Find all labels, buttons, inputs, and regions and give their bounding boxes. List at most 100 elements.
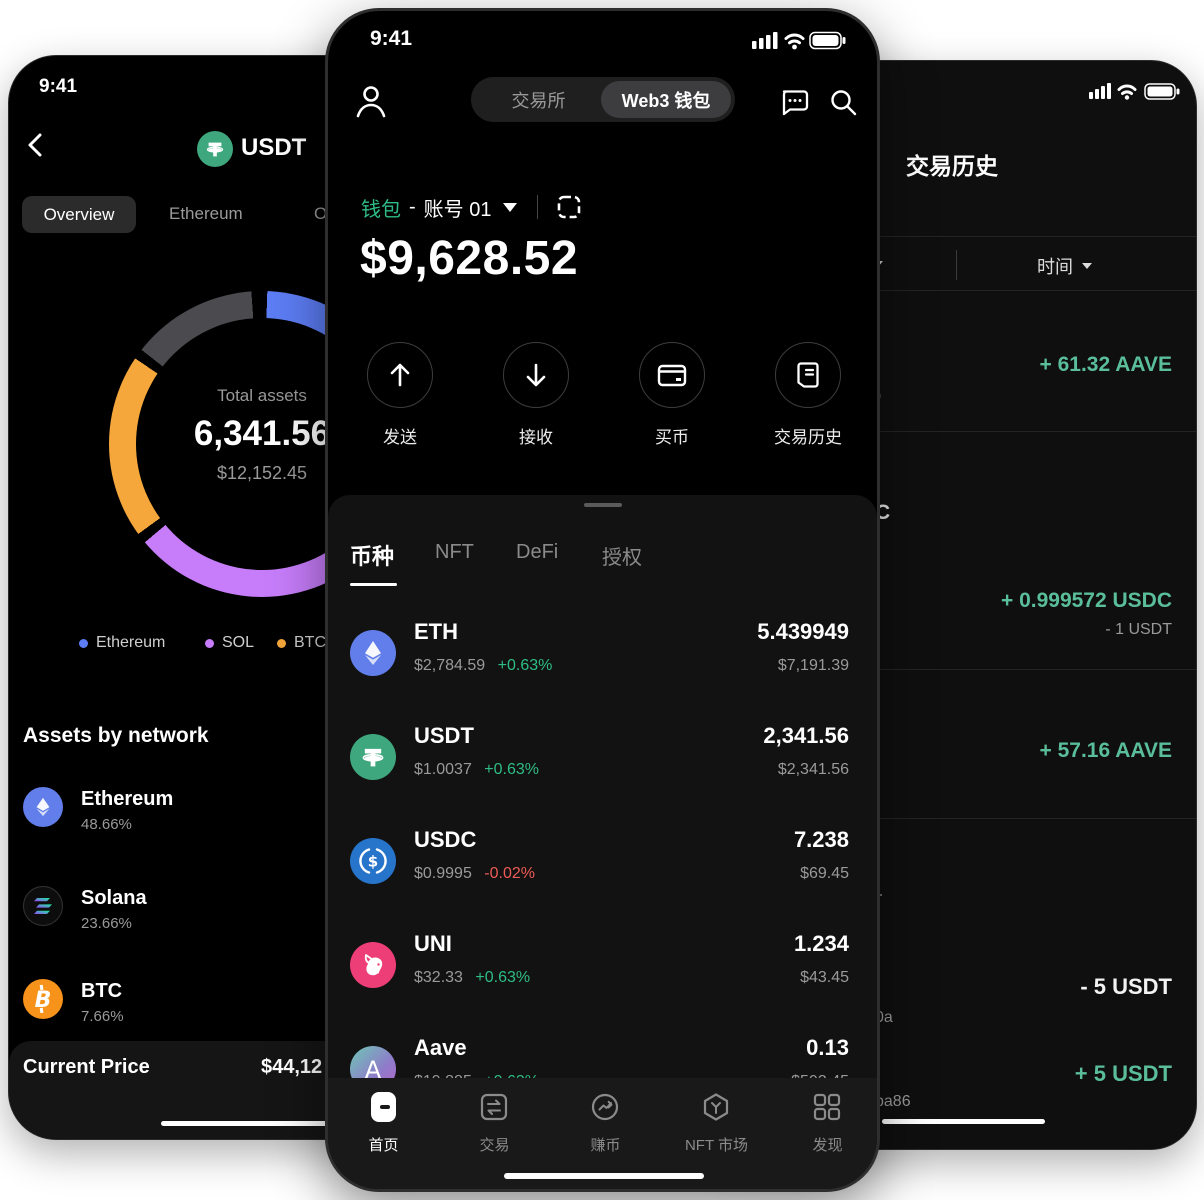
- assets-sheet: 币种 NFT DeFi 授权 ETH $2,784.59 +0.63% 5.43…: [328, 495, 877, 1189]
- signal-wifi-battery-icons: [1089, 83, 1180, 100]
- tx-amount[interactable]: - 5 USDT: [1080, 974, 1172, 999]
- token-symbol: USDC: [414, 827, 477, 852]
- token-price: $0.9995: [414, 865, 472, 882]
- tx-history-button[interactable]: [775, 342, 841, 408]
- nav-earn[interactable]: 赚币: [550, 1078, 661, 1189]
- active-tab-underline: [350, 583, 397, 586]
- receive-button[interactable]: [503, 342, 569, 408]
- tab-cut[interactable]: O: [314, 204, 328, 223]
- buy-crypto-button[interactable]: [639, 342, 705, 408]
- home-icon: [371, 1092, 396, 1122]
- nav-home[interactable]: 首页: [328, 1078, 439, 1189]
- legend-sol: SOL: [205, 634, 254, 652]
- token-amount: 0.13: [806, 1035, 849, 1060]
- right-status-icons: [1089, 81, 1181, 101]
- center-status-icons: [752, 29, 846, 51]
- wallet-row-divider: [537, 195, 539, 219]
- token-symbol: USDT: [414, 723, 474, 748]
- send-button[interactable]: [367, 342, 433, 408]
- action-label-send: 发送: [383, 428, 417, 447]
- token-price-change: $2,784.59 +0.63%: [414, 657, 552, 675]
- token-usd: $69.45: [800, 865, 849, 882]
- assets-by-network-title: Assets by network: [23, 724, 209, 747]
- account-label: 账号 01: [423, 198, 492, 221]
- legend-ethereum: Ethereum: [79, 634, 165, 652]
- tx-amount[interactable]: + 61.32 AAVE: [1039, 353, 1173, 376]
- network-name: Solana: [81, 887, 147, 909]
- legend-label: Ethereum: [96, 634, 166, 651]
- profile-icon[interactable]: [354, 83, 388, 119]
- tab-defi[interactable]: DeFi: [516, 541, 559, 563]
- sheet-drag-handle[interactable]: [584, 503, 622, 507]
- chat-icon[interactable]: [780, 87, 810, 117]
- row-divider: [701, 818, 1196, 819]
- action-label-receive: 接收: [519, 428, 553, 447]
- current-price-value: $44,12: [261, 1056, 323, 1078]
- tab-overview[interactable]: Overview: [22, 196, 136, 233]
- back-icon[interactable]: [25, 132, 49, 158]
- bottom-nav: 首页 交易 赚币 NFT 市场 发现: [328, 1078, 877, 1189]
- tx-amount[interactable]: + 5 USDT: [1074, 1061, 1172, 1086]
- home-indicator: [882, 1119, 1045, 1124]
- left-page-title: USDT: [241, 134, 307, 161]
- filter-divider: [956, 250, 957, 280]
- chevron-down-icon: [1082, 263, 1092, 269]
- donut-label: Total assets: [217, 386, 307, 405]
- nav-discover[interactable]: 发现: [772, 1078, 877, 1189]
- nav-label: 交易: [479, 1137, 510, 1154]
- ethereum-network-icon: [23, 787, 63, 827]
- network-name: BTC: [81, 980, 123, 1002]
- segment-web3-wallet[interactable]: Web3 钱包: [601, 81, 731, 118]
- token-price-change: $1.0037 +0.63%: [414, 761, 539, 779]
- wallet-label: 钱包: [361, 198, 401, 221]
- center-status-time: 9:41: [370, 27, 413, 50]
- tab-approvals[interactable]: 授权: [602, 547, 642, 569]
- token-symbol: UNI: [414, 931, 452, 956]
- btc-network-icon: B: [23, 979, 63, 1019]
- nav-nft-market[interactable]: NFT 市场: [661, 1078, 772, 1189]
- token-symbol: Aave: [414, 1035, 467, 1060]
- tab-ethereum[interactable]: Ethereum: [169, 204, 243, 223]
- donut-usd: $12,152.45: [216, 463, 308, 483]
- tx-address-fragment: ba86: [875, 1093, 911, 1110]
- legend-dot-ethereum: [79, 638, 88, 648]
- wallet-account-selector[interactable]: 钱包 - 账号 01: [361, 193, 582, 221]
- home-indicator: [161, 1121, 331, 1126]
- action-label-history: 交易历史: [774, 428, 842, 447]
- search-icon[interactable]: [828, 87, 858, 117]
- uni-icon: [350, 942, 396, 988]
- home-indicator: [504, 1173, 704, 1179]
- tx-history-title: 交易历史: [906, 153, 998, 179]
- scan-icon[interactable]: [556, 193, 582, 221]
- nav-trade[interactable]: 交易: [439, 1078, 550, 1189]
- token-price: $32.33: [414, 969, 463, 986]
- tab-nft[interactable]: NFT: [435, 541, 474, 563]
- token-amount: 5.439949: [757, 619, 849, 644]
- time-filter-label: 时间: [1037, 257, 1073, 277]
- time-filter[interactable]: 时间: [1037, 253, 1092, 279]
- usdt-icon: [350, 734, 396, 780]
- token-price-change: $0.9995 -0.02%: [414, 865, 535, 883]
- network-percent: 7.66%: [81, 1008, 124, 1025]
- token-change: +0.63%: [475, 969, 531, 986]
- token-price-change: $32.33 +0.63%: [414, 969, 530, 987]
- token-usd: $7,191.39: [777, 657, 849, 674]
- token-amount: 1.234: [793, 931, 849, 956]
- tab-coins[interactable]: 币种: [350, 544, 395, 569]
- solana-network-icon: [23, 886, 63, 926]
- token-price: $1.0037: [414, 761, 472, 778]
- trade-icon: [479, 1092, 509, 1122]
- segment-exchange[interactable]: 交易所: [511, 90, 566, 111]
- donut-amount: 6,341.56: [193, 414, 331, 453]
- svg-text:B: B: [35, 988, 52, 1013]
- token-symbol: ETH: [414, 619, 458, 644]
- earn-icon: [590, 1092, 620, 1122]
- tx-amount[interactable]: + 57.16 AAVE: [1039, 739, 1173, 762]
- current-price-label: Current Price: [23, 1056, 150, 1078]
- discover-icon: [812, 1092, 842, 1122]
- left-status-time: 9:41: [39, 76, 78, 97]
- tx-amount[interactable]: + 0.999572 USDC: [1000, 589, 1172, 612]
- token-amount: 2,341.56: [763, 723, 849, 748]
- eth-icon: [350, 630, 396, 676]
